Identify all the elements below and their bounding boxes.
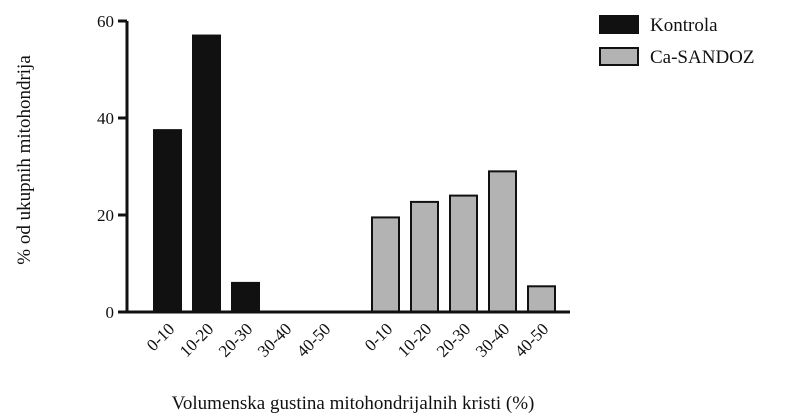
x-tick-label: 40-50 — [293, 319, 334, 360]
x-tick-label: 20-30 — [433, 319, 474, 360]
legend-swatch — [599, 15, 639, 34]
x-tick-label: 0-10 — [143, 319, 178, 354]
x-tick-label: 40-50 — [511, 319, 552, 360]
bar-kontrola-10-20 — [192, 34, 221, 314]
bar-ca-sandoz-20-30 — [449, 194, 478, 314]
y-tick-labels: 0 20 40 60 — [97, 12, 114, 322]
bar-kontrola-20-30 — [231, 281, 260, 313]
y-tick-label: 40 — [97, 109, 114, 128]
x-tick-label: 10-20 — [394, 319, 435, 360]
x-tick-label: 20-30 — [215, 319, 256, 360]
legend-swatch — [599, 47, 639, 66]
y-tick-label: 0 — [106, 303, 115, 322]
bar-ca-sandoz-30-40 — [488, 170, 517, 313]
bar-ca-sandoz-0-10 — [371, 216, 400, 313]
x-tick-label: 0-10 — [361, 319, 396, 354]
bar-ca-sandoz-10-20 — [410, 200, 439, 313]
y-axis-title: % od ukupnih mitohondrija — [14, 55, 35, 265]
legend-label: Ca-SANDOZ — [650, 47, 755, 68]
y-axis — [118, 19, 129, 314]
x-tick-label: 30-40 — [472, 319, 513, 360]
x-tick-label: 10-20 — [176, 319, 217, 360]
x-axis-title: Volumenska gustina mitohondrijalnih kris… — [172, 393, 535, 414]
y-tick-label: 20 — [97, 206, 114, 225]
bar-kontrola-0-10 — [153, 129, 182, 313]
x-tick-label: 30-40 — [254, 319, 295, 360]
legend: Kontrola Ca-SANDOZ — [599, 15, 755, 68]
bar-ca-sandoz-40-50 — [527, 285, 556, 314]
legend-label: Kontrola — [650, 15, 718, 36]
y-tick-label: 60 — [97, 12, 114, 31]
bars-group — [153, 34, 556, 314]
